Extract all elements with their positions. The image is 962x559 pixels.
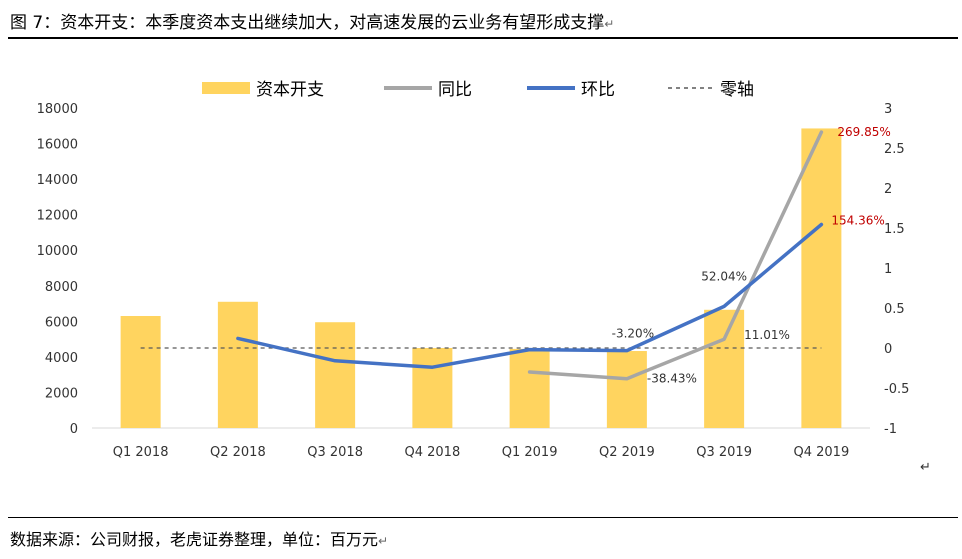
capex-bar (120, 316, 161, 428)
x-tick-label: Q4 2019 (794, 445, 850, 460)
x-tick-label: Q3 2018 (307, 445, 363, 460)
x-axis: Q1 2018 Q2 2018 Q3 2018 Q4 2018 Q1 2019 Q2 20… (92, 427, 870, 460)
left-tick-label: 0 (70, 422, 78, 437)
source-note: 数据来源：公司财报，老虎证券整理，单位：百万元↵ (10, 526, 388, 550)
capex-bar (801, 128, 842, 428)
data-label: 154.36% (831, 214, 884, 228)
figure-title: 图 7：资本开支：本季度资本支出继续加大，对高速发展的云业务有望形成支撑↵ (10, 8, 614, 33)
stray-paragraph-mark-icon: ↵ (920, 460, 931, 475)
left-tick-label: 4000 (45, 351, 78, 366)
right-tick-label: -0.5 (884, 382, 909, 397)
right-tick-label: 3 (884, 102, 892, 117)
right-axis: -1 -0.5 0 0.5 1 1.5 2 2.5 3 (884, 102, 909, 437)
x-tick-label: Q4 2018 (405, 445, 461, 460)
left-tick-label: 6000 (45, 315, 78, 330)
legend-label: 环比 (581, 80, 615, 100)
legend-label: 同比 (438, 80, 472, 100)
left-tick-label: 12000 (37, 209, 78, 224)
ratio-lines (236, 130, 824, 381)
x-tick-label: Q1 2018 (113, 445, 169, 460)
source-text: 数据来源：公司财报，老虎证券整理，单位：百万元 (10, 530, 379, 549)
data-label: 11.01% (744, 328, 790, 342)
x-tick-label: Q1 2019 (502, 445, 558, 460)
right-tick-label: 2 (884, 182, 892, 197)
left-tick-label: 14000 (37, 173, 78, 188)
paragraph-mark-icon: ↵ (604, 17, 615, 31)
chart-legend: 资本开支 同比 环比 零轴 (202, 80, 754, 100)
data-labels: 269.85% 154.36% 52.04% -3.20% -38.43% 11.01% (612, 125, 891, 386)
capex-bars (120, 128, 842, 428)
capex-bar (704, 309, 745, 428)
figure-title-text: 图 7：资本开支：本季度资本支出继续加大，对高速发展的云业务有望形成支撑 (10, 13, 605, 33)
right-tick-label: 0.5 (884, 302, 905, 317)
left-tick-label: 2000 (45, 386, 78, 401)
capex-bar (606, 351, 647, 428)
left-axis: 0 2000 4000 6000 8000 10000 12000 14000 16000 180… (37, 102, 78, 437)
capex-bar (315, 322, 356, 428)
x-tick-label: Q2 2019 (599, 445, 655, 460)
capex-chart: 资本开支 同比 环比 零轴 0 2000 4000 6000 8000 10000 12000 14… (37, 80, 931, 475)
left-tick-label: 18000 (37, 102, 78, 117)
capex-bar (509, 348, 550, 428)
x-tick-label: Q2 2018 (210, 445, 266, 460)
legend-label: 零轴 (720, 80, 754, 100)
left-tick-label: 16000 (37, 138, 78, 153)
source-divider (8, 517, 958, 518)
title-divider (8, 37, 958, 39)
yoy-line (527, 130, 824, 381)
right-tick-label: -1 (884, 422, 897, 437)
right-tick-label: 0 (884, 342, 892, 357)
data-label: 269.85% (837, 125, 890, 139)
legend-label: 资本开支 (256, 80, 324, 100)
x-tick-label: Q3 2019 (696, 445, 752, 460)
left-tick-label: 10000 (37, 244, 78, 259)
data-label: -38.43% (647, 372, 697, 386)
legend-swatch-bar (202, 82, 250, 94)
source-paragraph-mark-icon: ↵ (378, 534, 389, 548)
data-label: 52.04% (701, 269, 747, 283)
right-tick-label: 1.5 (884, 222, 905, 237)
capex-bar (217, 301, 258, 428)
data-label: -3.20% (612, 327, 654, 341)
right-tick-label: 2.5 (884, 142, 905, 157)
capex-bar (412, 348, 453, 428)
right-tick-label: 1 (884, 262, 892, 277)
left-tick-label: 8000 (45, 280, 78, 295)
